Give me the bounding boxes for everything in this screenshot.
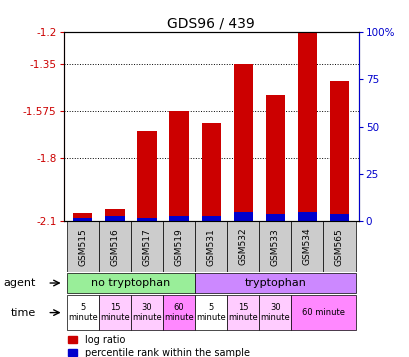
- FancyBboxPatch shape: [163, 295, 195, 330]
- FancyBboxPatch shape: [67, 273, 195, 293]
- FancyBboxPatch shape: [130, 295, 163, 330]
- Text: GSM515: GSM515: [78, 228, 87, 266]
- Text: tryptophan: tryptophan: [244, 278, 306, 288]
- Legend: log ratio, percentile rank within the sample: log ratio, percentile rank within the sa…: [68, 335, 249, 357]
- Text: GSM531: GSM531: [206, 228, 215, 266]
- FancyBboxPatch shape: [291, 295, 355, 330]
- Text: 5
minute: 5 minute: [68, 303, 97, 322]
- FancyBboxPatch shape: [195, 221, 227, 272]
- Title: GDS96 / 439: GDS96 / 439: [167, 17, 254, 31]
- Bar: [73, 218, 92, 221]
- FancyBboxPatch shape: [258, 295, 291, 330]
- FancyBboxPatch shape: [195, 295, 227, 330]
- FancyBboxPatch shape: [195, 273, 355, 293]
- Text: GSM532: GSM532: [238, 228, 247, 266]
- Bar: [137, 218, 156, 221]
- Bar: [137, 131, 156, 221]
- Text: time: time: [10, 308, 36, 318]
- Bar: [297, 212, 316, 221]
- Text: GSM517: GSM517: [142, 228, 151, 266]
- FancyBboxPatch shape: [67, 295, 99, 330]
- Bar: [201, 122, 220, 221]
- Text: GSM516: GSM516: [110, 228, 119, 266]
- Text: 60 minute: 60 minute: [301, 308, 344, 317]
- Text: GSM533: GSM533: [270, 228, 279, 266]
- Text: 5
minute: 5 minute: [196, 303, 225, 322]
- Bar: [169, 216, 188, 221]
- Bar: [233, 64, 252, 221]
- FancyBboxPatch shape: [227, 221, 258, 272]
- Text: GSM565: GSM565: [334, 228, 343, 266]
- Text: GSM519: GSM519: [174, 228, 183, 266]
- Bar: [329, 81, 348, 221]
- Bar: [105, 209, 124, 221]
- Bar: [265, 214, 284, 221]
- Bar: [201, 216, 220, 221]
- Bar: [105, 216, 124, 221]
- FancyBboxPatch shape: [67, 221, 99, 272]
- Bar: [169, 111, 188, 221]
- Text: GSM534: GSM534: [302, 228, 311, 266]
- FancyBboxPatch shape: [227, 295, 258, 330]
- FancyBboxPatch shape: [258, 221, 291, 272]
- FancyBboxPatch shape: [99, 295, 130, 330]
- FancyBboxPatch shape: [291, 221, 323, 272]
- FancyBboxPatch shape: [323, 221, 355, 272]
- FancyBboxPatch shape: [163, 221, 195, 272]
- Text: agent: agent: [3, 278, 36, 288]
- Text: 15
minute: 15 minute: [228, 303, 258, 322]
- Text: no tryptophan: no tryptophan: [91, 278, 170, 288]
- Text: 30
minute: 30 minute: [132, 303, 162, 322]
- Bar: [73, 213, 92, 221]
- Bar: [265, 95, 284, 221]
- Text: 60
minute: 60 minute: [164, 303, 193, 322]
- FancyBboxPatch shape: [99, 221, 130, 272]
- Text: 30
minute: 30 minute: [260, 303, 290, 322]
- Bar: [233, 212, 252, 221]
- Bar: [329, 214, 348, 221]
- FancyBboxPatch shape: [130, 221, 163, 272]
- Text: 15
minute: 15 minute: [100, 303, 129, 322]
- Bar: [297, 32, 316, 221]
